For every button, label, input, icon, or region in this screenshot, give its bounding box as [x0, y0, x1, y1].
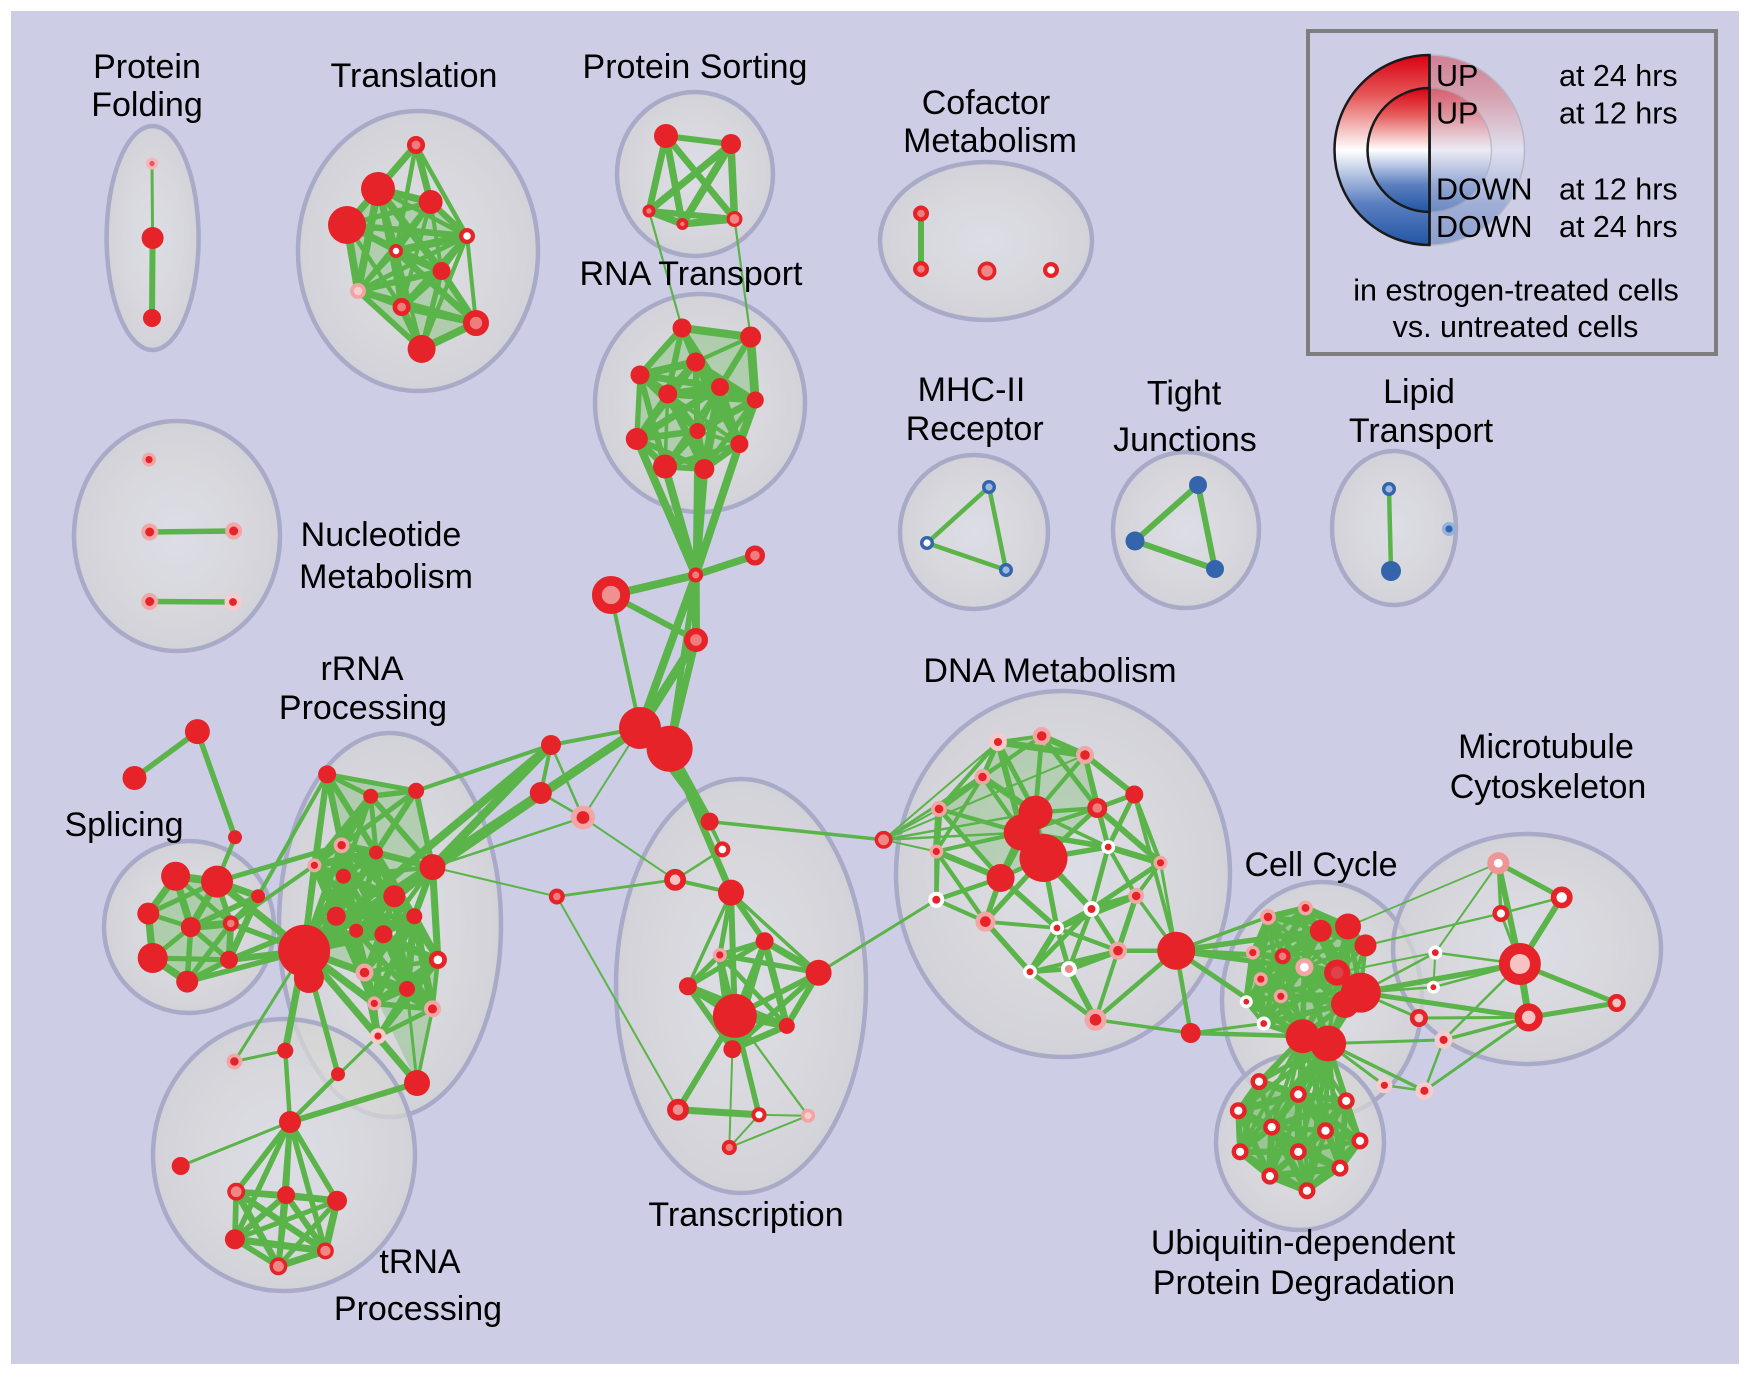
svg-text:Translation: Translation — [331, 57, 498, 95]
svg-text:Protein Sorting: Protein Sorting — [583, 48, 808, 86]
svg-text:DOWN: DOWN — [1436, 210, 1533, 244]
svg-text:Protein Degradation: Protein Degradation — [1153, 1264, 1455, 1302]
svg-text:at 24 hrs: at 24 hrs — [1559, 210, 1678, 244]
svg-text:at 12 hrs: at 12 hrs — [1559, 173, 1678, 207]
svg-text:at 24 hrs: at 24 hrs — [1559, 59, 1678, 93]
svg-text:Receptor: Receptor — [906, 410, 1044, 448]
svg-text:Transport: Transport — [1349, 412, 1494, 450]
svg-text:Metabolism: Metabolism — [299, 558, 473, 596]
svg-text:Splicing: Splicing — [64, 806, 183, 844]
svg-text:Junctions: Junctions — [1113, 421, 1257, 459]
svg-text:Cytoskeleton: Cytoskeleton — [1450, 768, 1647, 806]
svg-text:Folding: Folding — [91, 86, 203, 124]
svg-text:Ubiquitin-dependent: Ubiquitin-dependent — [1151, 1224, 1456, 1262]
svg-text:Nucleotide: Nucleotide — [301, 516, 462, 554]
svg-text:DOWN: DOWN — [1436, 173, 1533, 207]
svg-text:vs. untreated cells: vs. untreated cells — [1393, 310, 1639, 344]
svg-text:Processing: Processing — [334, 1290, 502, 1328]
svg-text:UP: UP — [1436, 97, 1478, 131]
svg-text:Metabolism: Metabolism — [903, 122, 1077, 160]
svg-text:in estrogen-treated cells: in estrogen-treated cells — [1353, 274, 1679, 308]
svg-text:Cell Cycle: Cell Cycle — [1244, 846, 1397, 884]
svg-text:Processing: Processing — [279, 689, 447, 727]
svg-text:tRNA: tRNA — [379, 1243, 461, 1281]
svg-text:DNA Metabolism: DNA Metabolism — [923, 652, 1176, 690]
svg-text:Protein: Protein — [93, 48, 201, 86]
svg-text:Transcription: Transcription — [648, 1196, 843, 1234]
svg-text:UP: UP — [1436, 59, 1478, 93]
svg-text:MHC-II: MHC-II — [918, 371, 1026, 409]
svg-text:Tight: Tight — [1147, 375, 1222, 413]
svg-text:Microtubule: Microtubule — [1458, 728, 1634, 766]
svg-text:RNA Transport: RNA Transport — [580, 255, 804, 293]
svg-text:at 12 hrs: at 12 hrs — [1559, 97, 1678, 131]
svg-text:Lipid: Lipid — [1383, 373, 1455, 411]
svg-text:rRNA: rRNA — [320, 650, 403, 688]
svg-text:Cofactor: Cofactor — [922, 84, 1051, 122]
